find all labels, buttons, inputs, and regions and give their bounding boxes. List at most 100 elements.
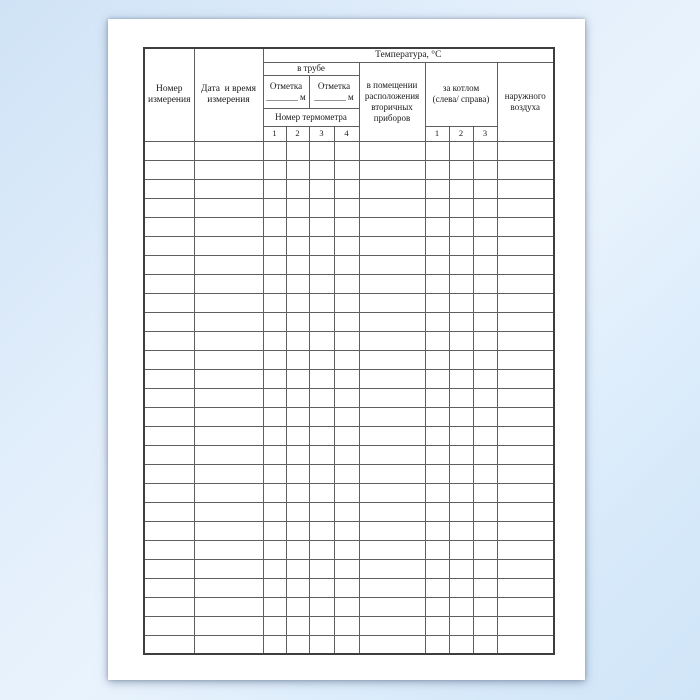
empty-cell bbox=[448, 501, 474, 522]
empty-cell bbox=[193, 254, 264, 275]
empty-cell bbox=[358, 311, 426, 332]
table-row bbox=[143, 463, 555, 484]
empty-cell bbox=[358, 387, 426, 408]
empty-cell bbox=[448, 368, 474, 389]
empty-cell bbox=[143, 615, 195, 636]
boiler-col-3: 3 bbox=[472, 125, 498, 142]
empty-cell bbox=[496, 273, 555, 294]
thermometer-col-2: 2 bbox=[285, 125, 310, 142]
empty-cell bbox=[424, 330, 450, 351]
empty-cell bbox=[448, 615, 474, 636]
empty-cell bbox=[143, 140, 195, 161]
empty-cell bbox=[333, 349, 360, 370]
empty-cell bbox=[448, 520, 474, 541]
empty-cell bbox=[193, 577, 264, 598]
empty-cell bbox=[496, 501, 555, 522]
empty-cell bbox=[193, 539, 264, 560]
empty-cell bbox=[424, 140, 450, 161]
table-row bbox=[143, 368, 555, 389]
empty-cell bbox=[358, 235, 426, 256]
empty-cell bbox=[496, 539, 555, 560]
empty-cell bbox=[193, 501, 264, 522]
empty-cell bbox=[424, 501, 450, 522]
empty-cell bbox=[424, 596, 450, 617]
empty-cell bbox=[143, 444, 195, 465]
empty-cell bbox=[262, 501, 287, 522]
empty-cell bbox=[308, 463, 335, 484]
empty-cell bbox=[358, 596, 426, 617]
empty-cell bbox=[496, 425, 555, 446]
empty-cell bbox=[143, 387, 195, 408]
empty-cell bbox=[193, 634, 264, 655]
header-outside-air: наружного воздуха bbox=[496, 61, 555, 142]
empty-cell bbox=[333, 482, 360, 503]
empty-cell bbox=[358, 292, 426, 313]
empty-cell bbox=[262, 520, 287, 541]
empty-cell bbox=[143, 634, 195, 655]
empty-cell bbox=[448, 577, 474, 598]
empty-cell bbox=[496, 463, 555, 484]
header-in-pipe: в трубе bbox=[262, 61, 360, 76]
empty-cell bbox=[496, 406, 555, 427]
table-row bbox=[143, 615, 555, 636]
empty-cell bbox=[262, 235, 287, 256]
table-row bbox=[143, 596, 555, 617]
empty-cell bbox=[333, 235, 360, 256]
empty-cell bbox=[448, 634, 474, 655]
empty-cell bbox=[193, 387, 264, 408]
header-temperature: Температура, °С bbox=[262, 47, 555, 63]
empty-cell bbox=[308, 520, 335, 541]
empty-cell bbox=[143, 577, 195, 598]
header-row-groups: в трубе в помещении расположения вторичн… bbox=[144, 61, 555, 142]
empty-cell bbox=[496, 596, 555, 617]
empty-cell bbox=[308, 634, 335, 655]
empty-cell bbox=[143, 482, 195, 503]
empty-cell bbox=[448, 425, 474, 446]
thermometer-col-3: 3 bbox=[308, 125, 335, 142]
empty-cell bbox=[424, 273, 450, 294]
empty-cell bbox=[262, 292, 287, 313]
empty-cell bbox=[193, 235, 264, 256]
empty-cell bbox=[448, 482, 474, 503]
empty-cell bbox=[424, 634, 450, 655]
boiler-col-2: 2 bbox=[448, 125, 474, 142]
header-date-time: Дата и время измерения bbox=[193, 47, 264, 142]
empty-cell bbox=[358, 140, 426, 161]
thermometer-col-1: 1 bbox=[262, 125, 287, 142]
empty-cell bbox=[285, 159, 310, 180]
empty-cell bbox=[262, 197, 287, 218]
empty-cell bbox=[308, 615, 335, 636]
empty-cell bbox=[496, 615, 555, 636]
empty-cell bbox=[424, 159, 450, 180]
header-row-marks: Отметка _______ м Отметка _______ м bbox=[144, 74, 554, 109]
empty-cell bbox=[262, 406, 287, 427]
empty-cell bbox=[472, 634, 498, 655]
empty-cell bbox=[262, 311, 287, 332]
empty-cell bbox=[262, 216, 287, 237]
empty-cell bbox=[333, 292, 360, 313]
table-row bbox=[143, 577, 555, 598]
empty-cell bbox=[143, 178, 195, 199]
empty-cell bbox=[496, 349, 555, 370]
table-row bbox=[143, 349, 555, 370]
header-thermometer-number: Номер термометра bbox=[262, 107, 360, 127]
empty-cell bbox=[143, 425, 195, 446]
empty-cell bbox=[496, 178, 555, 199]
empty-cell bbox=[472, 349, 498, 370]
empty-cell bbox=[424, 311, 450, 332]
empty-cell bbox=[262, 159, 287, 180]
empty-cell bbox=[193, 197, 264, 218]
empty-cell bbox=[143, 558, 195, 579]
empty-cell bbox=[308, 425, 335, 446]
empty-cell bbox=[472, 273, 498, 294]
empty-cell bbox=[472, 444, 498, 465]
table-row bbox=[143, 539, 555, 560]
empty-cell bbox=[143, 159, 195, 180]
empty-cell bbox=[472, 235, 498, 256]
empty-cell bbox=[333, 216, 360, 237]
empty-cell bbox=[285, 216, 310, 237]
table-row bbox=[143, 140, 555, 161]
empty-cell bbox=[358, 558, 426, 579]
empty-cell bbox=[262, 558, 287, 579]
